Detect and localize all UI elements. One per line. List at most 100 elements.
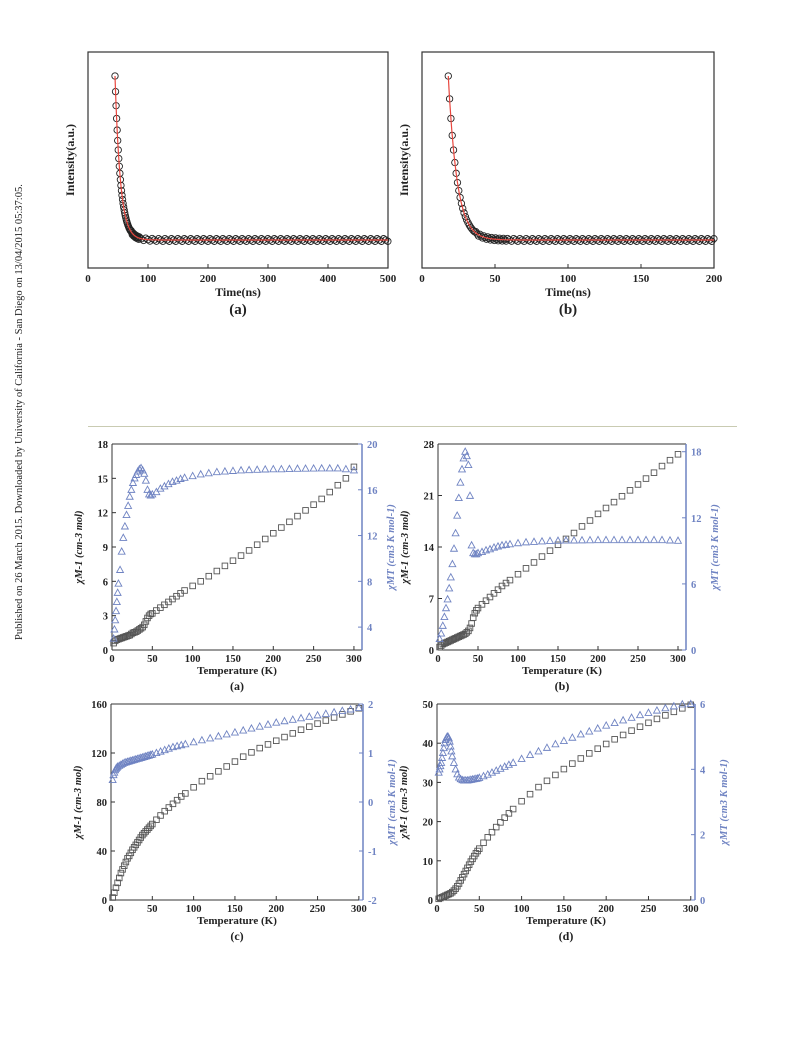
decay-chart-b: 0 50 100 150 200 Time(ns) (b) Intensity(a.u.) <box>397 51 723 318</box>
square-point <box>112 884 120 891</box>
triangle-point <box>180 473 189 481</box>
triangle-point <box>609 535 619 544</box>
data-point <box>708 237 716 245</box>
x-tick-label: 50 <box>147 904 158 915</box>
x-tick-label: 100 <box>514 904 530 915</box>
square-point <box>645 719 652 727</box>
square-point <box>205 572 213 580</box>
x-tick-label: 100 <box>510 654 526 665</box>
triangle-point <box>673 536 683 544</box>
square-point <box>109 894 116 901</box>
triangle-point <box>313 710 322 719</box>
triangle-point <box>293 464 302 472</box>
square-point <box>142 828 149 835</box>
triangle-point <box>513 538 523 547</box>
triangle-point <box>123 501 133 509</box>
y-left-tick-label: 9 <box>103 543 108 554</box>
triangle-point <box>143 485 152 493</box>
square-point <box>182 790 189 797</box>
triangle-point <box>125 492 134 500</box>
square-point <box>530 559 538 566</box>
square-point <box>492 823 500 831</box>
y-left-tick-label: 80 <box>97 798 108 809</box>
square-point <box>272 737 280 745</box>
square-point <box>636 723 644 730</box>
square-point <box>119 866 126 873</box>
square-point <box>628 727 635 734</box>
triangle-point <box>189 737 198 746</box>
triangle-point <box>661 703 670 712</box>
square-point <box>466 624 474 632</box>
magnetic-chart-c: 0 50 100 150 200 250 300 0 40 80 120 160 -2 -1 0 1 2 Temp… <box>73 700 398 943</box>
square-point <box>141 621 148 629</box>
y-right-axis-label: χMT (cm3 K mol-1) <box>387 759 398 847</box>
x-tick-label: 150 <box>227 904 243 915</box>
x-tick-label: 0 <box>109 654 114 665</box>
triangle-point <box>437 753 447 761</box>
triangle-point <box>296 713 306 722</box>
square-point <box>145 824 153 831</box>
triangle-point <box>444 733 454 742</box>
square-point <box>514 570 522 578</box>
data-point <box>473 230 481 238</box>
square-point <box>223 763 230 770</box>
triangle-point <box>305 712 314 720</box>
square-point <box>662 712 669 719</box>
triangle-point <box>472 549 481 558</box>
square-point <box>618 492 626 500</box>
square-point <box>474 604 482 612</box>
data-point <box>465 221 473 229</box>
square-point <box>213 567 221 575</box>
triangle-point <box>456 774 465 783</box>
square-point <box>122 858 130 866</box>
y-left-axis-label: χM-1 (cm-3 mol) <box>399 765 410 840</box>
y-right-tick-label: 4 <box>700 765 706 776</box>
square-point <box>198 777 206 785</box>
square-point <box>114 879 121 887</box>
triangle-point <box>534 746 543 755</box>
x-axis-label: Time(ns) <box>215 285 261 299</box>
triangle-point <box>461 447 470 455</box>
triangle-point <box>537 536 547 545</box>
square-point <box>190 784 197 791</box>
y-left-axis-label: χM-1 (cm-3 mol) <box>73 765 84 840</box>
square-point <box>197 578 204 585</box>
square-point <box>147 822 154 830</box>
square-point <box>142 618 150 625</box>
data-point <box>457 199 466 208</box>
x-tick-label: 200 <box>590 654 606 665</box>
y-right-tick-label: 6 <box>691 580 696 591</box>
square-point <box>189 582 196 590</box>
square-point <box>670 708 678 716</box>
triangle-point <box>288 715 297 723</box>
panel-label: (a) <box>230 679 244 693</box>
y-left-tick-label: 0 <box>429 646 434 657</box>
square-point <box>554 541 562 549</box>
x-tick-label: 200 <box>598 904 614 915</box>
x-tick-label: 300 <box>683 904 699 915</box>
square-point <box>586 517 594 524</box>
triangle-point <box>269 464 278 473</box>
x-axis-label: Time(ns) <box>545 285 591 299</box>
square-point <box>679 705 686 712</box>
square-point <box>248 749 255 756</box>
y-left-tick-label: 40 <box>97 847 108 858</box>
triangle-point <box>465 491 475 499</box>
square-point <box>314 720 321 727</box>
square-point <box>666 456 674 464</box>
triangle-point <box>109 770 118 779</box>
panel-label: (b) <box>555 679 570 693</box>
triangle-point <box>445 583 454 592</box>
data-point <box>461 213 470 221</box>
x-tick-label: 150 <box>550 654 566 665</box>
square-point <box>256 744 263 752</box>
triangle-point <box>247 723 256 732</box>
square-point <box>594 510 602 518</box>
y-left-tick-label: 40 <box>423 739 434 750</box>
triangle-point <box>346 704 355 713</box>
square-point <box>497 819 504 826</box>
triangle-point <box>459 453 468 462</box>
square-point <box>161 807 168 815</box>
square-point <box>116 874 123 882</box>
x-tick-label: 100 <box>140 273 157 285</box>
